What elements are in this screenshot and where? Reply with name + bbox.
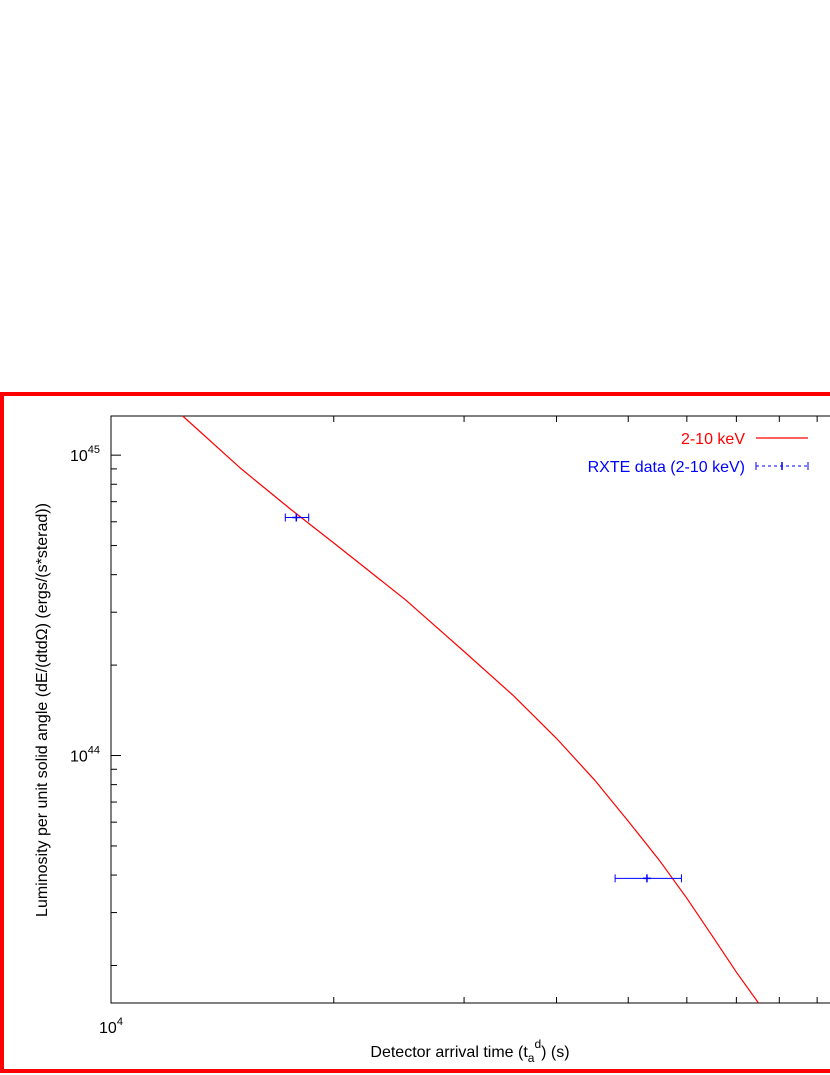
data-point-rxte — [284, 513, 310, 522]
series-line-2-10-kev — [182, 415, 759, 1004]
tick-labels: 10441045104105 — [70, 444, 123, 1037]
y-axis-title: Luminosity per unit solid angle (dE/(dtd… — [34, 503, 51, 917]
x-axis-title: Detector arrival time (tad) (s) — [370, 1037, 569, 1065]
x-tick-label: 104 — [99, 1016, 123, 1037]
legend-label-rxte: RXTE data (2-10 keV) — [588, 459, 745, 476]
data-point-rxte — [614, 874, 682, 883]
data-series — [182, 415, 759, 1004]
y-tick-label: 1044 — [70, 745, 100, 766]
x-axis-title-sub: a — [528, 1051, 535, 1065]
plot-frame — [110, 415, 830, 1004]
highlight-frame — [0, 392, 830, 1073]
x-axis-title-sup: d — [534, 1037, 541, 1051]
legend: 2-10 keV RXTE data (2-10 keV) — [588, 431, 809, 476]
y-tick-label: 1045 — [70, 444, 100, 465]
legend-label-2-10-kev: 2-10 keV — [681, 431, 745, 448]
tick-marks — [110, 416, 818, 1003]
